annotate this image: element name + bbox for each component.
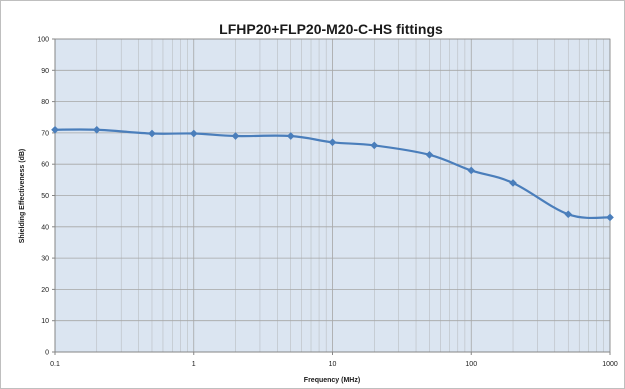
y-tick-label: 30 (41, 256, 49, 263)
y-tick-label: 60 (41, 162, 49, 169)
y-tick-label: 50 (41, 193, 49, 200)
data-point-marker (286, 132, 295, 140)
series-layer (51, 125, 614, 222)
y-tick-label: 0 (45, 350, 49, 357)
x-tick-label: 1000 (602, 361, 618, 368)
x-tick-label: 1 (192, 361, 196, 368)
x-tick-label: 0.1 (50, 361, 60, 368)
data-point-marker (425, 150, 434, 159)
y-tick-label: 100 (37, 37, 49, 44)
y-tick-label: 10 (41, 318, 49, 325)
y-tick-label: 70 (41, 130, 49, 137)
data-point-marker (92, 125, 101, 134)
x-axis-title: Frequency (MHz) (304, 377, 360, 384)
y-tick-labels: 0 10 20 30 40 50 60 70 80 90 100 (37, 37, 55, 357)
data-point-marker (328, 138, 337, 147)
chart-title: LFHP20+FLP20-M20-C-HS fittings (219, 21, 443, 37)
x-tick-labels: 0.1 1 10 100 1000 (50, 352, 618, 368)
y-axis-title: Shielding Effectiveness (dB) (19, 149, 26, 244)
data-point-marker (148, 129, 156, 138)
y-tick-label: 20 (41, 287, 49, 294)
data-point-marker (606, 213, 614, 222)
data-point-marker (564, 210, 573, 219)
data-point-marker (467, 166, 476, 175)
x-tick-label: 10 (329, 361, 337, 368)
data-point-marker (509, 179, 517, 187)
data-point-marker (231, 132, 240, 140)
y-tick-label: 90 (41, 68, 49, 75)
data-point-marker (51, 125, 59, 134)
data-point-marker (189, 129, 198, 138)
y-tick-label: 80 (41, 99, 49, 106)
x-tick-label: 100 (465, 361, 477, 368)
data-point-marker (370, 141, 379, 150)
y-tick-label: 40 (41, 224, 49, 231)
